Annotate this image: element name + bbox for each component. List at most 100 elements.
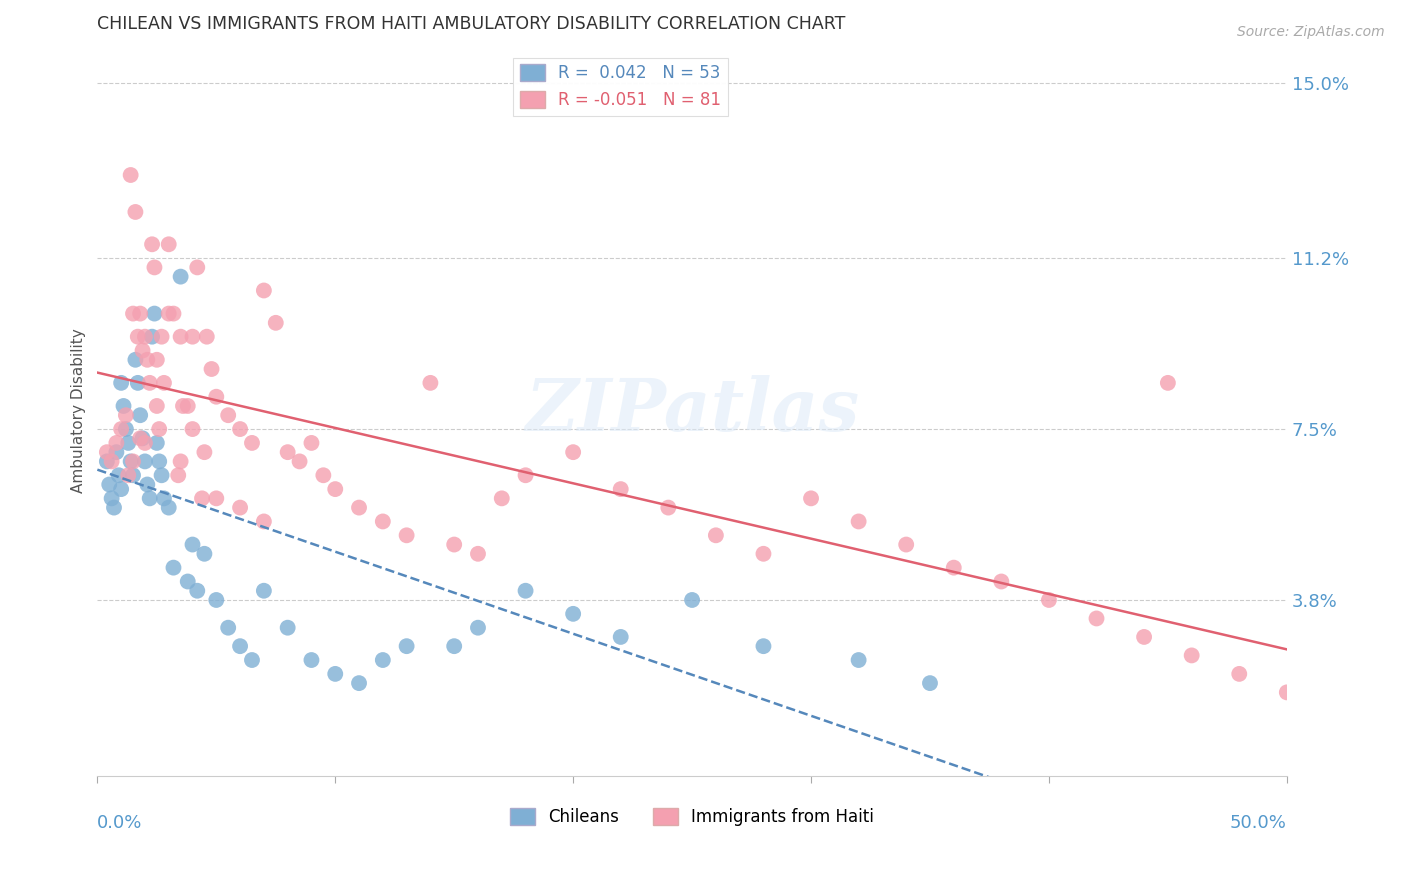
Point (120, 168, 142, 182)
Point (312, 468, 335, 483)
Point (467, 621, 489, 635)
Point (191, 491, 214, 506)
Point (1181, 648, 1204, 663)
Point (162, 560, 184, 574)
Point (105, 445, 128, 459)
Point (1275, 685, 1298, 699)
Point (157, 500, 180, 515)
Point (193, 445, 215, 459)
Point (253, 583, 276, 598)
Point (129, 408, 152, 422)
Point (167, 468, 190, 483)
Point (169, 269, 191, 284)
Point (186, 260, 208, 275)
Text: ZIPatlas: ZIPatlas (524, 376, 859, 446)
Point (129, 307, 152, 321)
Point (395, 639, 418, 653)
Y-axis label: Ambulatory Disability: Ambulatory Disability (72, 328, 86, 493)
Text: CHILEAN VS IMMIGRANTS FROM HAITI AMBULATORY DISABILITY CORRELATION CHART: CHILEAN VS IMMIGRANTS FROM HAITI AMBULAT… (97, 15, 846, 33)
Point (264, 316, 287, 330)
Point (181, 537, 204, 551)
Point (110, 482, 132, 496)
Point (515, 468, 537, 483)
Point (127, 329, 149, 343)
Point (217, 408, 239, 422)
Point (177, 574, 200, 589)
Point (100, 454, 122, 468)
Point (896, 537, 918, 551)
Point (562, 445, 585, 459)
Point (229, 639, 252, 653)
Point (153, 491, 176, 506)
Point (115, 408, 138, 422)
Point (105, 436, 128, 450)
Point (918, 676, 941, 690)
Point (681, 593, 703, 607)
Point (124, 205, 146, 219)
Point (122, 468, 145, 483)
Point (217, 621, 239, 635)
Point (277, 445, 299, 459)
Point (1157, 376, 1180, 390)
Point (1038, 593, 1060, 607)
Point (115, 422, 138, 436)
Point (443, 639, 465, 653)
Point (848, 653, 870, 667)
Point (107, 468, 129, 483)
Point (1133, 630, 1156, 644)
Point (138, 376, 160, 390)
Text: 0.0%: 0.0% (97, 814, 143, 832)
Point (143, 260, 166, 275)
Point (704, 528, 727, 542)
Point (240, 653, 263, 667)
Point (609, 630, 631, 644)
Point (117, 436, 139, 450)
Point (253, 515, 276, 529)
Point (134, 436, 156, 450)
Point (240, 436, 263, 450)
Point (515, 583, 537, 598)
Point (146, 352, 169, 367)
Legend: Chileans, Immigrants from Haiti: Chileans, Immigrants from Haiti (503, 801, 880, 833)
Point (172, 399, 194, 413)
Point (146, 399, 169, 413)
Point (153, 376, 176, 390)
Point (752, 547, 775, 561)
Point (301, 653, 323, 667)
Point (131, 343, 153, 358)
Point (141, 329, 163, 343)
Point (323, 482, 346, 496)
Point (195, 329, 218, 343)
Point (371, 515, 394, 529)
Point (96, 445, 118, 459)
Point (143, 307, 166, 321)
Point (122, 307, 145, 321)
Point (657, 500, 679, 515)
Point (120, 454, 142, 468)
Point (162, 307, 184, 321)
Point (323, 666, 346, 681)
Point (98, 477, 121, 491)
Point (181, 422, 204, 436)
Point (752, 639, 775, 653)
Point (990, 574, 1012, 589)
Point (134, 329, 156, 343)
Point (205, 390, 228, 404)
Point (100, 491, 122, 506)
Point (131, 431, 153, 445)
Point (117, 468, 139, 483)
Point (253, 284, 276, 298)
Point (110, 422, 132, 436)
Point (301, 436, 323, 450)
Point (200, 362, 222, 376)
Point (942, 560, 965, 574)
Point (136, 352, 159, 367)
Point (127, 376, 149, 390)
Point (193, 547, 215, 561)
Point (124, 352, 146, 367)
Point (169, 329, 191, 343)
Point (848, 515, 870, 529)
Point (371, 653, 394, 667)
Point (395, 528, 418, 542)
Point (177, 399, 200, 413)
